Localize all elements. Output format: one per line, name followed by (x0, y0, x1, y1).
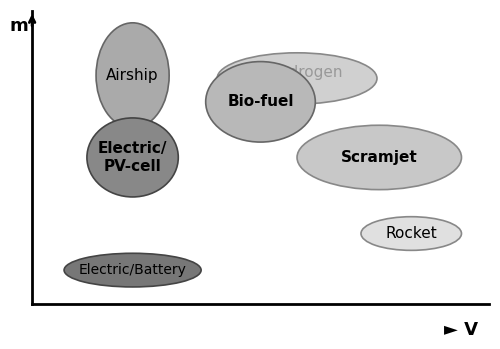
Text: Airship: Airship (106, 68, 159, 83)
Ellipse shape (96, 23, 169, 128)
Ellipse shape (87, 118, 178, 197)
Ellipse shape (297, 125, 462, 190)
Ellipse shape (361, 217, 462, 250)
Y-axis label: m: m (9, 16, 28, 35)
Text: Hydrogen: Hydrogen (269, 65, 344, 80)
Text: Electric/Battery: Electric/Battery (78, 263, 186, 277)
X-axis label: ► V: ► V (444, 321, 478, 339)
Text: Rocket: Rocket (386, 226, 437, 241)
Text: Bio-fuel: Bio-fuel (227, 94, 294, 109)
Ellipse shape (206, 61, 316, 142)
Text: Scramjet: Scramjet (341, 150, 417, 165)
Text: Electric/
PV-cell: Electric/ PV-cell (98, 141, 168, 174)
Ellipse shape (217, 53, 377, 104)
Ellipse shape (64, 253, 201, 287)
